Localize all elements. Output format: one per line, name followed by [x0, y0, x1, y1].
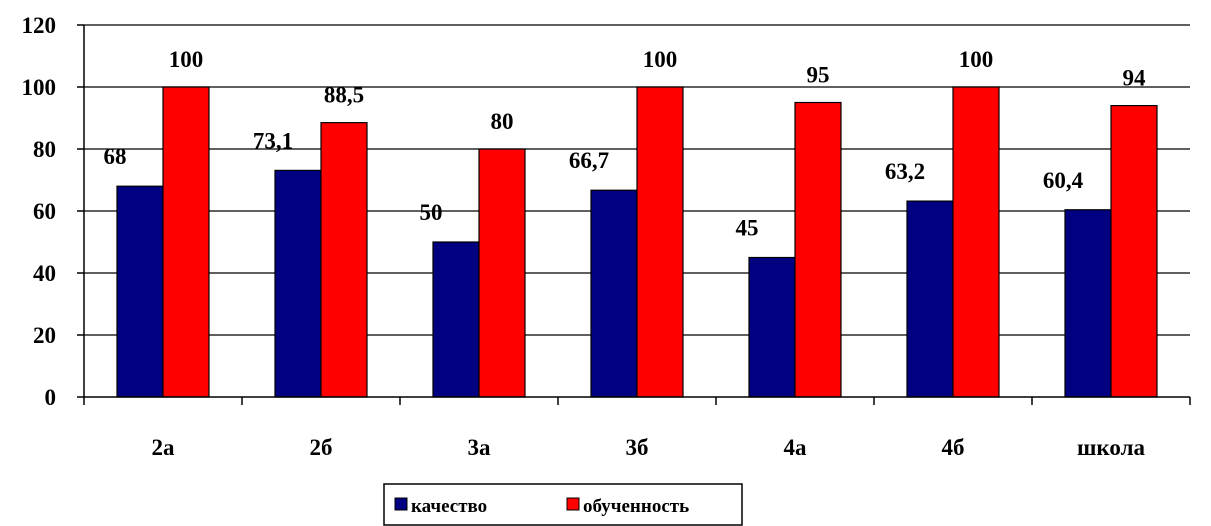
- legend-box: [383, 483, 743, 526]
- y-tick-label: 60: [33, 199, 56, 224]
- legend: качество обученность: [383, 483, 743, 526]
- data-label: 60,4: [1043, 168, 1084, 193]
- data-label: 100: [643, 47, 678, 72]
- x-tick-label: 2а: [152, 435, 176, 460]
- y-axis-ticks: 0 20 40 60 80 100 120: [22, 13, 84, 410]
- data-label: 66,7: [569, 148, 609, 173]
- bar-obuchennost: [794, 101, 842, 398]
- data-label: 63,2: [885, 159, 925, 184]
- y-tick-label: 80: [33, 137, 56, 162]
- bar-obuchennost: [952, 86, 1000, 398]
- x-tick-label: 2б: [310, 435, 333, 460]
- x-tick-label: 3а: [468, 435, 492, 460]
- data-label: 45: [736, 216, 759, 241]
- data-label: 68: [104, 144, 127, 169]
- y-tick-label: 100: [22, 75, 57, 100]
- data-label: 88,5: [324, 83, 364, 108]
- data-labels: 68 100 73,1 88,5 50 80 66,7 100 45 95 63,2 100 60,4 9…: [104, 47, 1147, 241]
- legend-label-kachestvo: качество: [411, 496, 487, 517]
- data-label: 95: [807, 63, 830, 88]
- data-label: 100: [169, 47, 204, 72]
- x-tick-label: 4б: [942, 435, 965, 460]
- x-tick-label: 3б: [626, 435, 649, 460]
- y-tick-label: 40: [33, 261, 56, 286]
- y-tick-label: 120: [22, 13, 57, 38]
- bar-obuchennost: [636, 86, 684, 398]
- bar-kachestvo: [906, 200, 954, 398]
- legend-swatch-obuchennost: [566, 497, 580, 511]
- bar-kachestvo: [432, 241, 480, 398]
- x-tick-label: школа: [1077, 435, 1145, 460]
- y-tick-label: 20: [33, 323, 56, 348]
- bars: [116, 86, 1158, 398]
- bar-obuchennost: [162, 86, 210, 398]
- data-label: 80: [491, 109, 514, 134]
- bar-kachestvo: [748, 256, 796, 398]
- bar-obuchennost: [320, 122, 368, 398]
- legend-label-obuchennost: обученность: [583, 496, 689, 517]
- x-axis-ticks: 2а 2б 3а 3б 4а 4б школа: [83, 397, 1191, 460]
- bar-kachestvo: [590, 189, 638, 398]
- x-tick-label: 4а: [784, 435, 808, 460]
- bar-obuchennost: [478, 148, 526, 398]
- data-label: 100: [959, 47, 994, 72]
- data-label: 73,1: [253, 128, 293, 153]
- bar-kachestvo: [116, 185, 164, 398]
- bar-obuchennost: [1110, 104, 1158, 398]
- bar-kachestvo: [1064, 209, 1112, 398]
- bar-kachestvo: [274, 169, 322, 398]
- data-label: 94: [1123, 66, 1147, 91]
- data-label: 50: [420, 200, 443, 225]
- y-tick-label: 0: [45, 385, 57, 410]
- legend-swatch-kachestvo: [394, 497, 408, 511]
